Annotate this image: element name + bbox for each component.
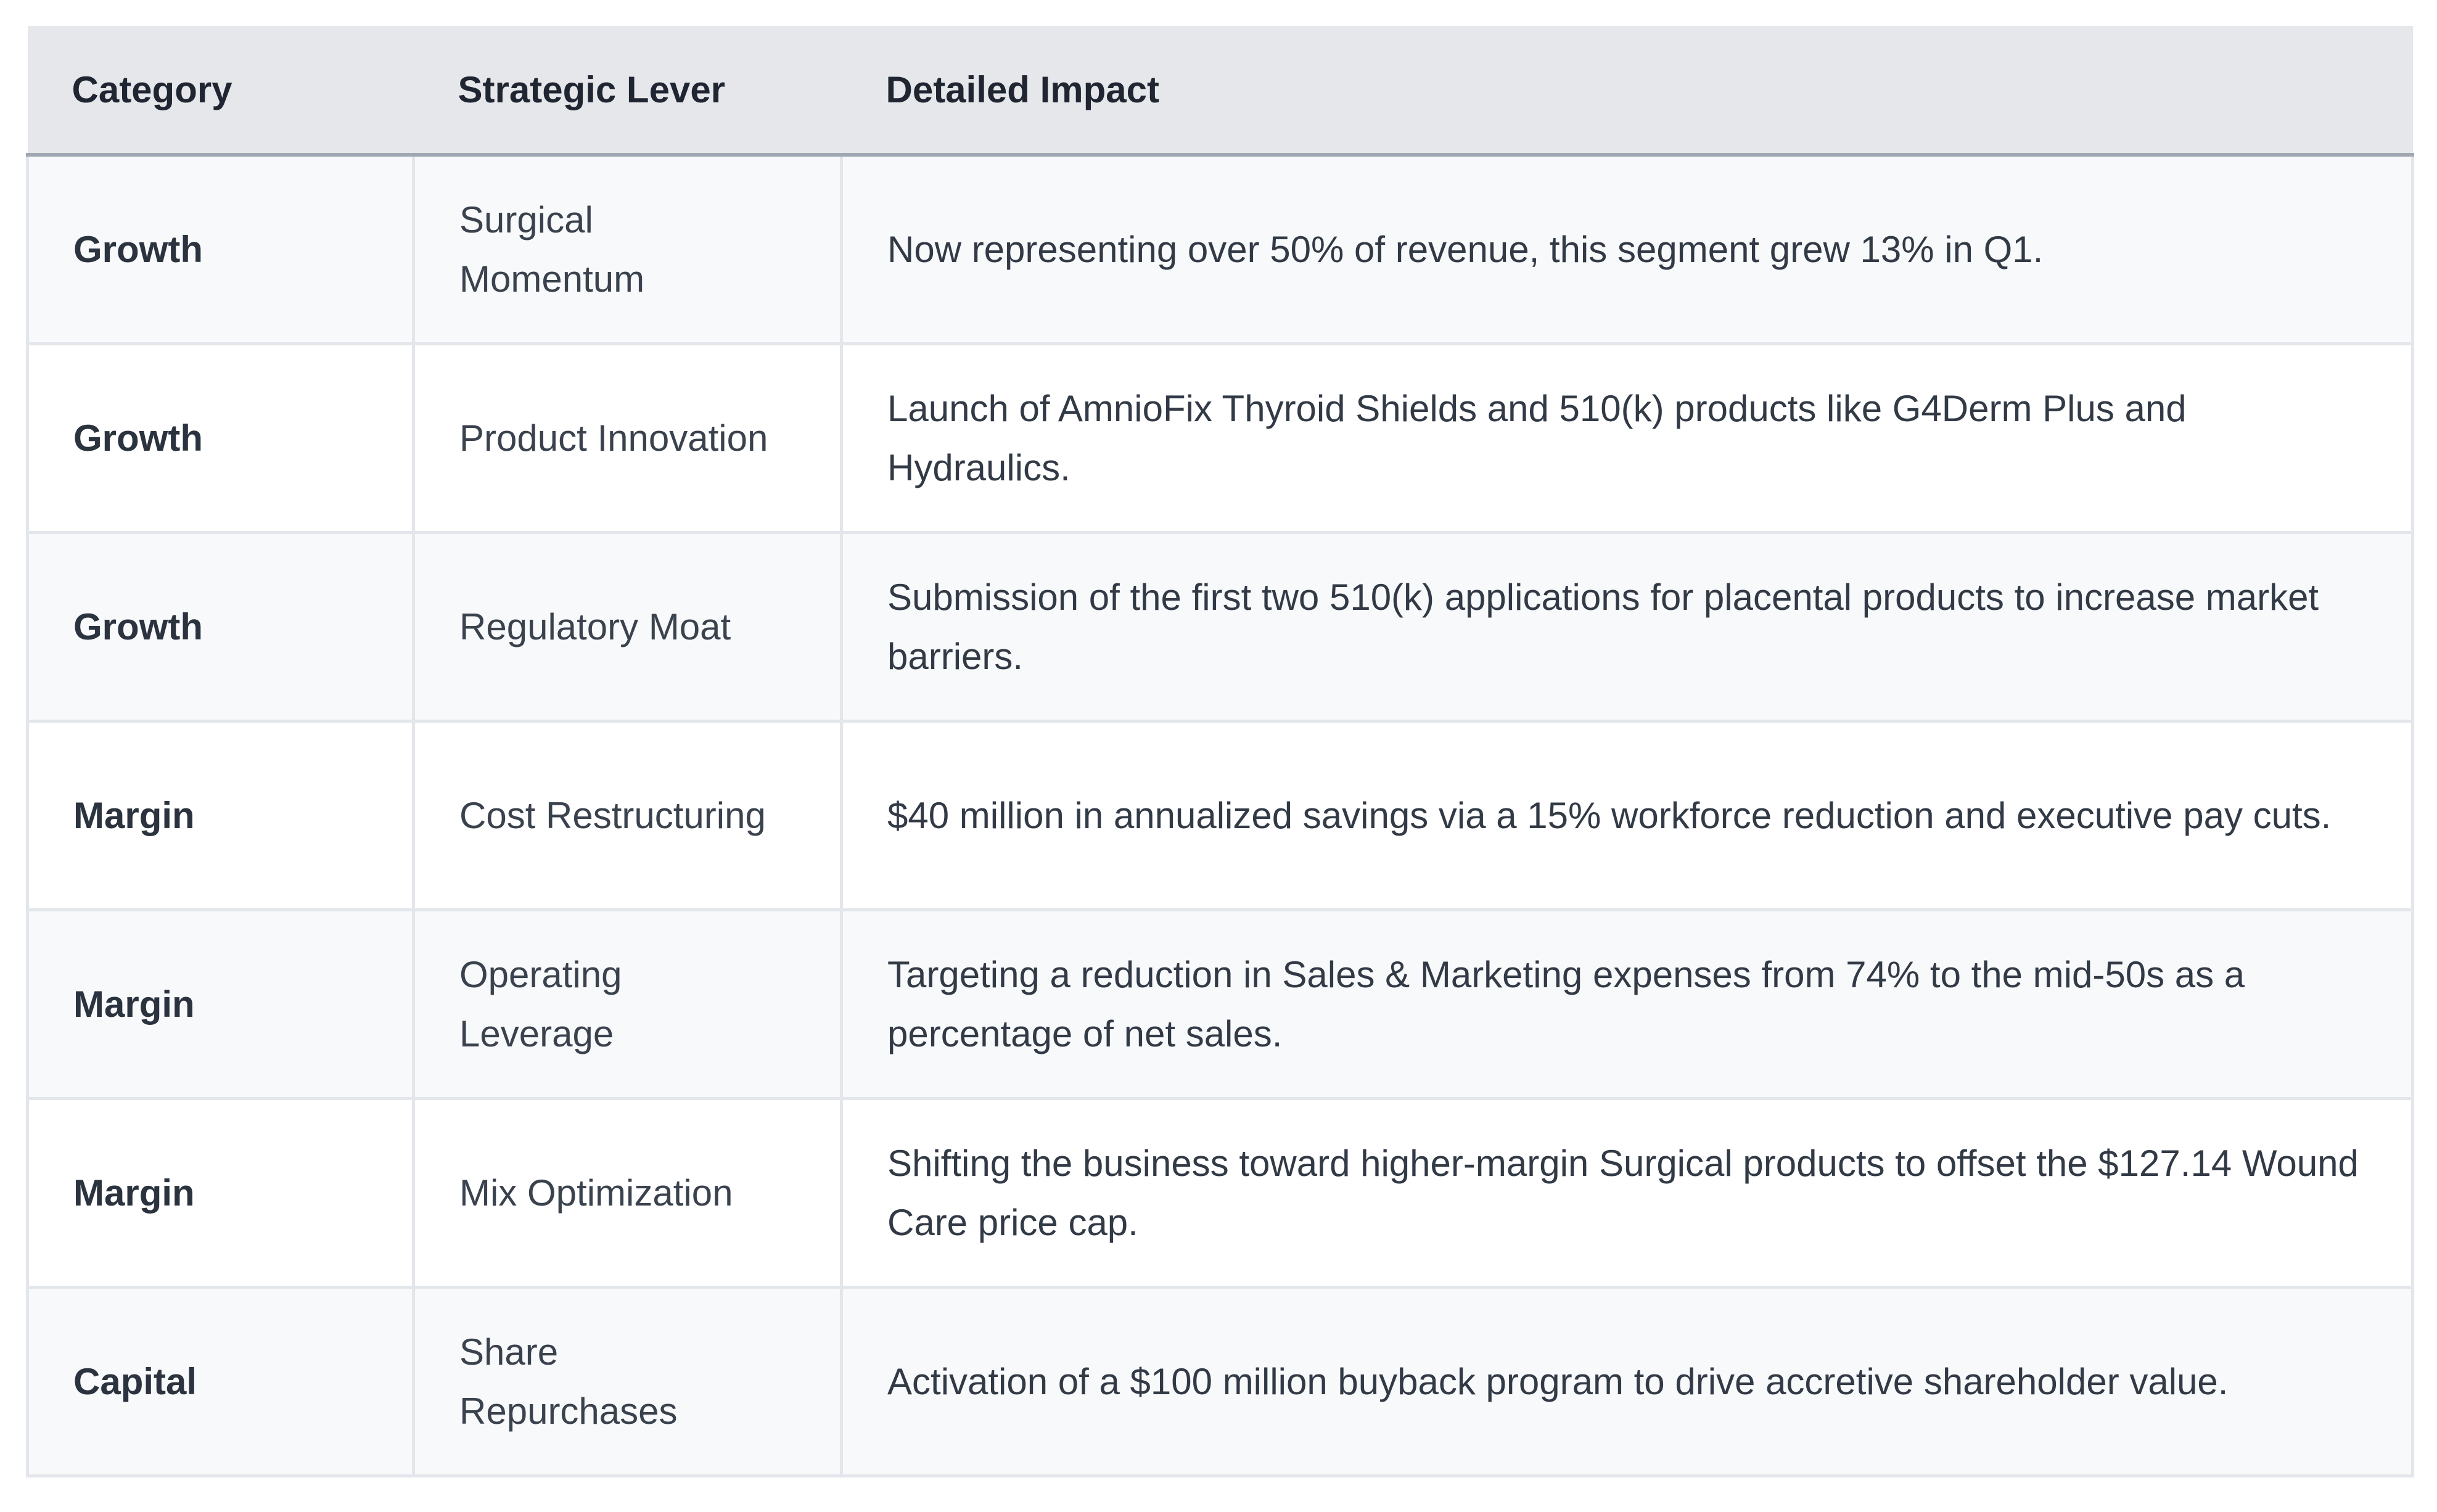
impact-cell: Shifting the business toward higher-marg… [840, 1098, 2414, 1289]
lever-cell: Share Repurchases [412, 1287, 843, 1477]
impact-cell: Now representing over 50% of revenue, th… [840, 155, 2414, 345]
table-body: Growth Surgical Momentum Now representin… [26, 155, 2414, 1477]
table-row: Margin Mix Optimization Shifting the bus… [26, 1098, 2414, 1289]
header-row: Category Strategic Lever Detailed Impact [27, 26, 2413, 157]
category-cell: Capital [26, 1287, 415, 1477]
table-row: Capital Share Repurchases Activation of … [26, 1287, 2414, 1477]
header-category: Category [27, 26, 414, 157]
table-row: Margin Operating Leverage Targeting a re… [26, 910, 2414, 1100]
lever-cell: Operating Leverage [412, 910, 843, 1100]
category-cell: Margin [26, 1098, 415, 1289]
impact-cell: Submission of the first two 510(k) appli… [840, 532, 2414, 723]
header-strategic-lever: Strategic Lever [413, 26, 842, 157]
table-row: Growth Product Innovation Launch of Amni… [26, 343, 2414, 534]
table-row: Growth Surgical Momentum Now representin… [26, 155, 2414, 345]
category-cell: Growth [26, 155, 415, 345]
strategy-table-container: Category Strategic Lever Detailed Impact… [26, 26, 2414, 1477]
table-row: Growth Regulatory Moat Submission of the… [26, 532, 2414, 723]
table-header: Category Strategic Lever Detailed Impact [27, 26, 2413, 157]
lever-cell: Surgical Momentum [412, 155, 843, 345]
category-cell: Margin [26, 910, 415, 1100]
impact-cell: Activation of a $100 million buyback pro… [840, 1287, 2414, 1477]
impact-cell: Targeting a reduction in Sales & Marketi… [840, 910, 2414, 1100]
lever-cell: Regulatory Moat [412, 532, 843, 723]
category-cell: Growth [26, 532, 415, 723]
lever-cell: Cost Restructuring [412, 721, 843, 911]
category-cell: Growth [26, 343, 415, 534]
lever-cell: Product Innovation [412, 343, 843, 534]
strategy-table: Category Strategic Lever Detailed Impact… [26, 26, 2414, 1477]
impact-cell: $40 million in annualized savings via a … [840, 721, 2414, 911]
impact-cell: Launch of AmnioFix Thyroid Shields and 5… [840, 343, 2414, 534]
header-detailed-impact: Detailed Impact [841, 26, 2413, 157]
category-cell: Margin [26, 721, 415, 911]
lever-cell: Mix Optimization [412, 1098, 843, 1289]
table-row: Margin Cost Restructuring $40 million in… [26, 721, 2414, 911]
